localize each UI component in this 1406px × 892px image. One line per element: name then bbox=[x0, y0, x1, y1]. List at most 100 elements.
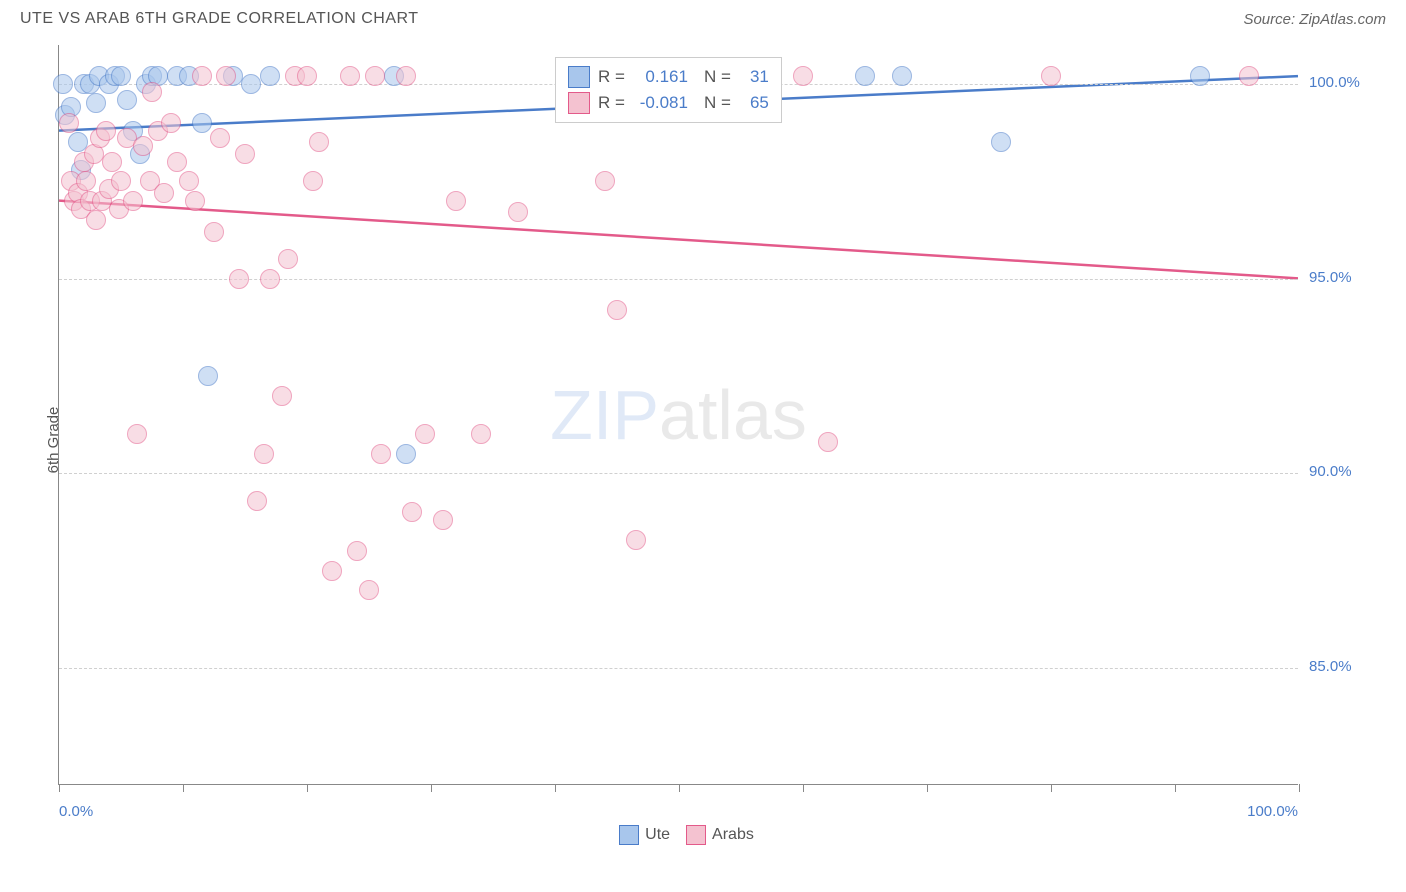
scatter-point bbox=[626, 530, 646, 550]
scatter-point bbox=[415, 424, 435, 444]
scatter-point bbox=[260, 269, 280, 289]
scatter-point bbox=[179, 171, 199, 191]
watermark-atlas: atlas bbox=[659, 376, 807, 454]
scatter-point bbox=[76, 171, 96, 191]
scatter-point bbox=[446, 191, 466, 211]
scatter-point bbox=[402, 502, 422, 522]
scatter-point bbox=[86, 93, 106, 113]
x-tick bbox=[1299, 784, 1300, 792]
scatter-point bbox=[154, 183, 174, 203]
x-tick bbox=[1051, 784, 1052, 792]
x-tick bbox=[59, 784, 60, 792]
scatter-point bbox=[371, 444, 391, 464]
scatter-point bbox=[297, 66, 317, 86]
scatter-point bbox=[433, 510, 453, 530]
scatter-point bbox=[86, 210, 106, 230]
scatter-point bbox=[216, 66, 236, 86]
scatter-point bbox=[471, 424, 491, 444]
legend-swatch bbox=[568, 92, 590, 114]
scatter-point bbox=[167, 152, 187, 172]
x-tick bbox=[803, 784, 804, 792]
stat-n-label: N = bbox=[704, 67, 731, 87]
scatter-point bbox=[396, 444, 416, 464]
source-label: Source: ZipAtlas.com bbox=[1243, 11, 1386, 28]
legend-series-label: Arabs bbox=[712, 826, 754, 843]
scatter-point bbox=[396, 66, 416, 86]
stat-r-label: R = bbox=[598, 67, 625, 87]
scatter-point bbox=[254, 444, 274, 464]
scatter-point bbox=[235, 144, 255, 164]
scatter-point bbox=[192, 113, 212, 133]
stats-legend: R = 0.161 N = 31 R = -0.081 N = 65 bbox=[555, 57, 782, 123]
stat-r-value: -0.081 bbox=[633, 93, 688, 113]
scatter-point bbox=[991, 132, 1011, 152]
scatter-point bbox=[96, 121, 116, 141]
watermark: ZIPatlas bbox=[550, 375, 807, 455]
trend-line bbox=[59, 201, 1298, 279]
scatter-point bbox=[111, 171, 131, 191]
x-tick-label: 0.0% bbox=[59, 803, 93, 820]
scatter-point bbox=[1190, 66, 1210, 86]
scatter-point bbox=[892, 66, 912, 86]
scatter-point bbox=[123, 191, 143, 211]
plot-area: ZIPatlas 85.0%90.0%95.0%100.0%0.0%100.0%… bbox=[58, 45, 1298, 785]
scatter-point bbox=[210, 128, 230, 148]
scatter-point bbox=[340, 66, 360, 86]
x-tick bbox=[555, 784, 556, 792]
scatter-point bbox=[272, 386, 292, 406]
watermark-zip: ZIP bbox=[550, 376, 659, 454]
legend-swatch bbox=[619, 825, 639, 845]
scatter-point bbox=[161, 113, 181, 133]
stat-r-label: R = bbox=[598, 93, 625, 113]
scatter-point bbox=[192, 66, 212, 86]
y-tick-label: 95.0% bbox=[1309, 269, 1352, 286]
x-tick bbox=[1175, 784, 1176, 792]
y-tick-label: 90.0% bbox=[1309, 463, 1352, 480]
gridline-h bbox=[59, 668, 1298, 669]
scatter-point bbox=[133, 136, 153, 156]
scatter-point bbox=[102, 152, 122, 172]
scatter-point bbox=[309, 132, 329, 152]
legend-swatch bbox=[686, 825, 706, 845]
scatter-point bbox=[59, 113, 79, 133]
x-tick bbox=[431, 784, 432, 792]
stat-r-value: 0.161 bbox=[633, 67, 688, 87]
chart-title: UTE VS ARAB 6TH GRADE CORRELATION CHART bbox=[20, 10, 419, 28]
stat-n-value: 31 bbox=[739, 67, 769, 87]
stat-n-value: 65 bbox=[739, 93, 769, 113]
scatter-point bbox=[278, 249, 298, 269]
scatter-point bbox=[359, 580, 379, 600]
scatter-point bbox=[185, 191, 205, 211]
scatter-point bbox=[117, 90, 137, 110]
stats-legend-row: R = -0.081 N = 65 bbox=[568, 90, 769, 116]
scatter-point bbox=[53, 74, 73, 94]
scatter-point bbox=[508, 202, 528, 222]
scatter-point bbox=[247, 491, 267, 511]
scatter-point bbox=[241, 74, 261, 94]
scatter-point bbox=[855, 66, 875, 86]
scatter-point bbox=[793, 66, 813, 86]
scatter-point bbox=[260, 66, 280, 86]
scatter-point bbox=[595, 171, 615, 191]
bottom-legend: Ute Arabs bbox=[59, 825, 1298, 845]
legend-swatch bbox=[568, 66, 590, 88]
stat-n-label: N = bbox=[704, 93, 731, 113]
x-tick bbox=[307, 784, 308, 792]
y-tick-label: 100.0% bbox=[1309, 74, 1360, 91]
scatter-point bbox=[818, 432, 838, 452]
x-tick bbox=[927, 784, 928, 792]
scatter-point bbox=[322, 561, 342, 581]
scatter-point bbox=[607, 300, 627, 320]
x-tick-label: 100.0% bbox=[1247, 803, 1298, 820]
scatter-point bbox=[198, 366, 218, 386]
x-tick bbox=[183, 784, 184, 792]
legend-series-label: Ute bbox=[645, 826, 670, 843]
scatter-point bbox=[204, 222, 224, 242]
scatter-point bbox=[1239, 66, 1259, 86]
x-tick bbox=[679, 784, 680, 792]
scatter-point bbox=[142, 82, 162, 102]
chart-container: 6th Grade ZIPatlas 85.0%90.0%95.0%100.0%… bbox=[20, 45, 1386, 835]
scatter-point bbox=[1041, 66, 1061, 86]
scatter-point bbox=[365, 66, 385, 86]
scatter-point bbox=[303, 171, 323, 191]
